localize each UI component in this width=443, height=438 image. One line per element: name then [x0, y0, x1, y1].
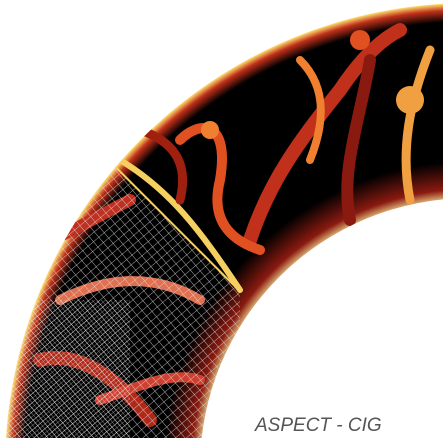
caption: ASPECT - CIG: [254, 415, 382, 436]
